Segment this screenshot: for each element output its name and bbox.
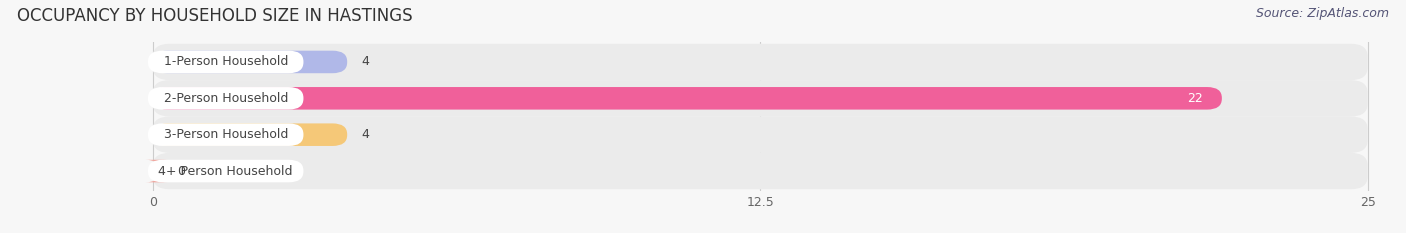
Text: 4+ Person Household: 4+ Person Household: [159, 164, 292, 178]
Text: 2-Person Household: 2-Person Household: [163, 92, 288, 105]
Text: 22: 22: [1187, 92, 1202, 105]
FancyBboxPatch shape: [148, 123, 304, 146]
Text: 3-Person Household: 3-Person Household: [163, 128, 288, 141]
FancyBboxPatch shape: [153, 153, 1368, 189]
Text: 0: 0: [177, 164, 186, 178]
FancyBboxPatch shape: [148, 160, 304, 182]
FancyBboxPatch shape: [153, 123, 347, 146]
FancyBboxPatch shape: [148, 51, 304, 73]
FancyBboxPatch shape: [153, 44, 1368, 80]
FancyBboxPatch shape: [153, 87, 1222, 110]
Text: 4: 4: [361, 55, 370, 69]
FancyBboxPatch shape: [153, 51, 347, 73]
Text: 4: 4: [361, 128, 370, 141]
FancyBboxPatch shape: [148, 87, 304, 110]
Text: 1-Person Household: 1-Person Household: [163, 55, 288, 69]
FancyBboxPatch shape: [153, 80, 1368, 116]
FancyBboxPatch shape: [153, 116, 1368, 153]
FancyBboxPatch shape: [146, 160, 167, 182]
Text: OCCUPANCY BY HOUSEHOLD SIZE IN HASTINGS: OCCUPANCY BY HOUSEHOLD SIZE IN HASTINGS: [17, 7, 412, 25]
Text: Source: ZipAtlas.com: Source: ZipAtlas.com: [1256, 7, 1389, 20]
